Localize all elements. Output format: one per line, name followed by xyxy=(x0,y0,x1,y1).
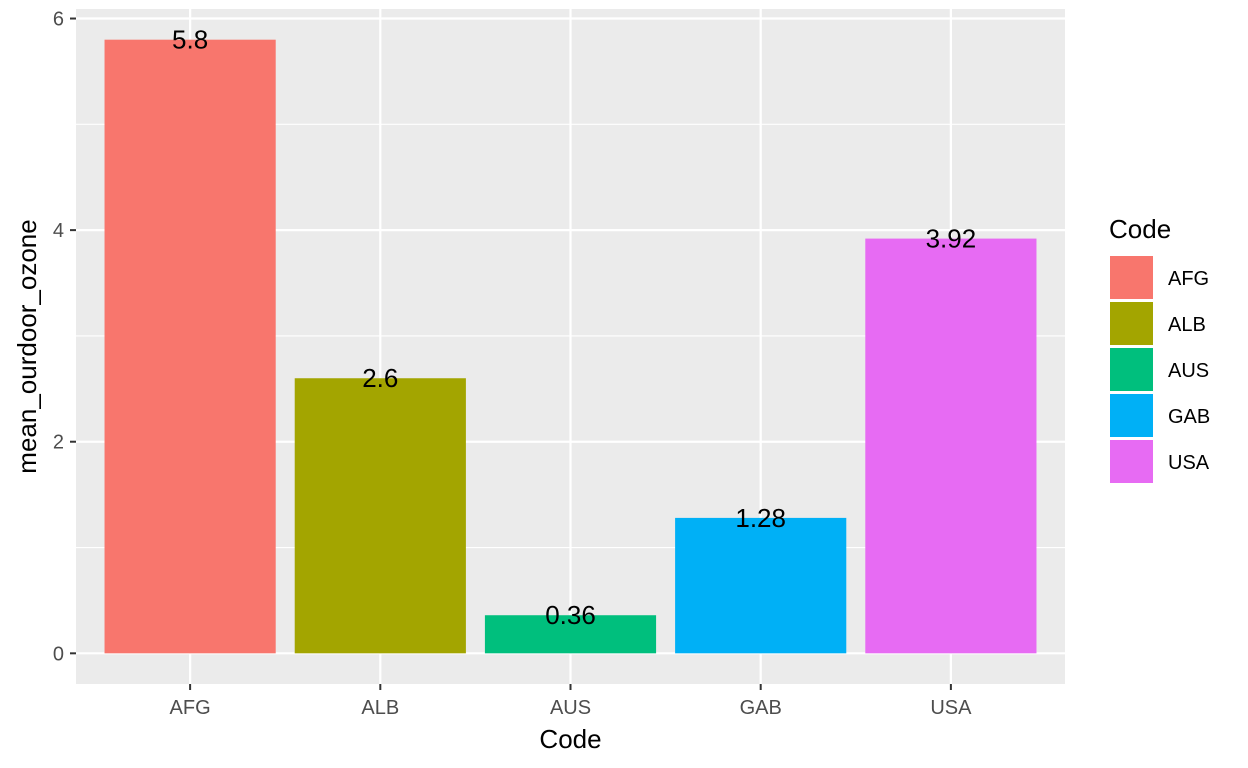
axes: 0 2 4 6 AFG ALB AUS GAB USA xyxy=(53,9,972,719)
legend: Code AFG ALB AUS GAB USA xyxy=(1109,214,1210,483)
x-tick-label: AUS xyxy=(550,697,591,719)
legend-title: Code xyxy=(1109,214,1171,244)
legend-label: AFG xyxy=(1168,268,1209,290)
bar-aus xyxy=(484,615,657,654)
legend-label: GAB xyxy=(1168,406,1210,428)
legend-key-gab xyxy=(1110,394,1153,437)
legend-key-alb xyxy=(1110,302,1153,345)
bar-afg xyxy=(104,39,276,654)
x-tick-label: ALB xyxy=(361,697,399,719)
bar-alb xyxy=(294,378,466,654)
legend-key-afg xyxy=(1110,256,1153,299)
x-tick-label: AFG xyxy=(170,697,211,719)
bars xyxy=(104,39,1037,654)
data-label: 3.92 xyxy=(926,224,977,254)
legend-label: ALB xyxy=(1168,314,1206,336)
legend-key-usa xyxy=(1110,440,1153,483)
bar-usa xyxy=(865,238,1037,654)
legend-label: AUS xyxy=(1168,360,1209,382)
data-label: 5.8 xyxy=(172,25,208,55)
bar-gab xyxy=(675,517,847,654)
x-tick-label: GAB xyxy=(740,697,782,719)
y-tick-label: 6 xyxy=(53,9,64,31)
legend-key-aus xyxy=(1110,348,1153,391)
data-labels: 5.8 2.6 0.36 1.28 3.92 xyxy=(172,25,976,631)
data-label: 2.6 xyxy=(362,363,398,393)
y-axis-title: mean_ourdoor_ozone xyxy=(12,219,42,473)
x-axis-title: Code xyxy=(539,724,601,754)
y-tick-label: 0 xyxy=(53,643,64,665)
data-label: 0.36 xyxy=(545,600,596,630)
y-tick-label: 4 xyxy=(53,220,64,242)
x-tick-label: USA xyxy=(930,697,972,719)
y-tick-label: 2 xyxy=(53,432,64,454)
data-label: 1.28 xyxy=(735,503,786,533)
legend-label: USA xyxy=(1168,452,1210,474)
